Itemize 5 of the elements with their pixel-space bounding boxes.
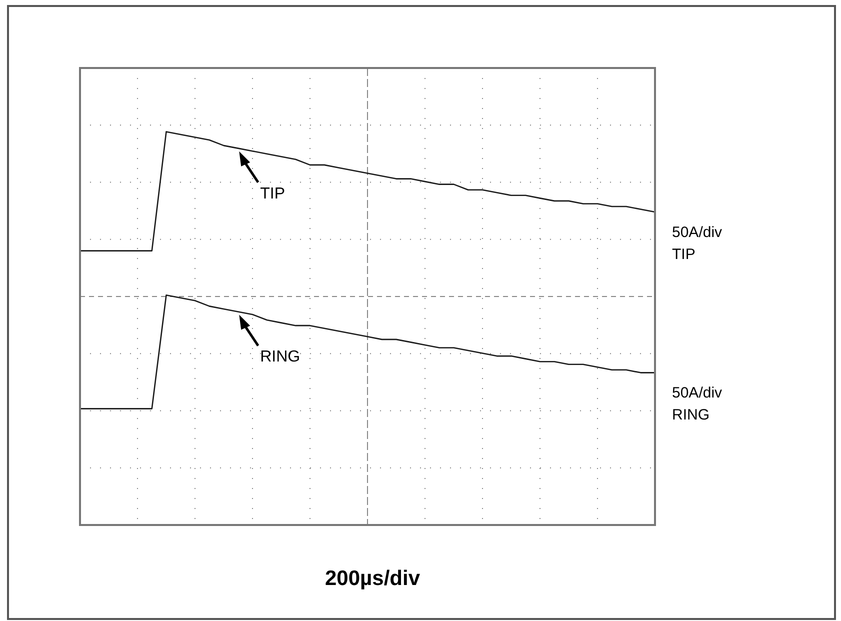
series-label: RING <box>260 348 300 366</box>
series-label: TIP <box>260 185 286 202</box>
text: 200µs/div <box>325 567 420 590</box>
text: 50A/div TIP <box>672 224 723 264</box>
text: 50A/div RING <box>672 384 723 424</box>
